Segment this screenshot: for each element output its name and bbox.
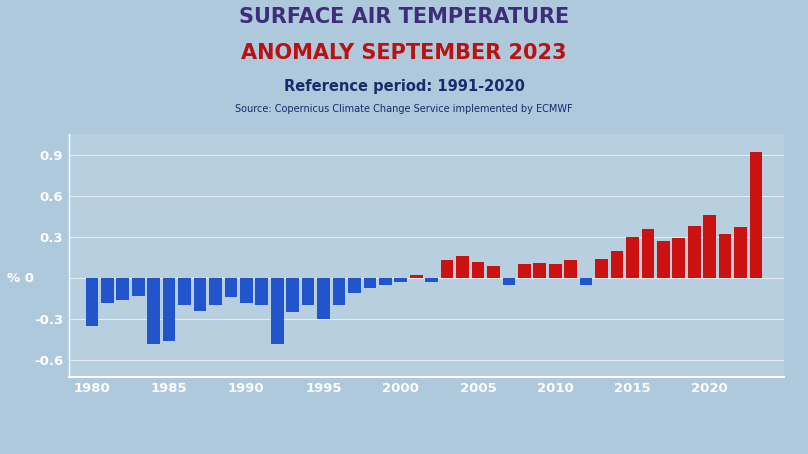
Bar: [132, 278, 145, 296]
Bar: [642, 229, 654, 278]
Bar: [364, 278, 377, 288]
Bar: [86, 278, 99, 326]
Bar: [503, 278, 516, 285]
Bar: [425, 278, 438, 282]
Bar: [533, 263, 546, 278]
Bar: [318, 278, 330, 319]
Bar: [472, 262, 484, 278]
Bar: [549, 264, 562, 278]
Text: Source: Copernicus Climate Change Service implemented by ECMWF: Source: Copernicus Climate Change Servic…: [235, 104, 573, 114]
Bar: [379, 278, 392, 285]
Text: % 0: % 0: [7, 271, 35, 285]
Bar: [301, 278, 314, 306]
Bar: [688, 226, 701, 278]
Bar: [209, 278, 221, 306]
Bar: [101, 278, 114, 303]
Bar: [487, 266, 499, 278]
Bar: [750, 152, 762, 278]
Bar: [348, 278, 360, 293]
Bar: [179, 278, 191, 306]
Bar: [271, 278, 284, 344]
Bar: [626, 237, 639, 278]
Bar: [286, 278, 299, 312]
Bar: [595, 259, 608, 278]
Bar: [162, 278, 175, 341]
Bar: [194, 278, 206, 311]
Bar: [116, 278, 129, 300]
Bar: [457, 256, 469, 278]
Bar: [518, 264, 531, 278]
Bar: [240, 278, 253, 303]
Bar: [440, 260, 453, 278]
Bar: [734, 227, 747, 278]
Bar: [672, 238, 685, 278]
Text: ANOMALY SEPTEMBER 2023: ANOMALY SEPTEMBER 2023: [242, 43, 566, 63]
Bar: [225, 278, 238, 297]
Text: Reference period: 1991-2020: Reference period: 1991-2020: [284, 79, 524, 94]
Bar: [333, 278, 345, 306]
Bar: [657, 241, 670, 278]
Bar: [394, 278, 407, 282]
Bar: [410, 275, 423, 278]
Bar: [719, 234, 731, 278]
Bar: [703, 215, 716, 278]
Text: SURFACE AIR TEMPERATURE: SURFACE AIR TEMPERATURE: [239, 7, 569, 27]
Bar: [579, 278, 592, 285]
Bar: [564, 260, 577, 278]
Bar: [611, 251, 623, 278]
Bar: [147, 278, 160, 344]
Bar: [255, 278, 268, 306]
